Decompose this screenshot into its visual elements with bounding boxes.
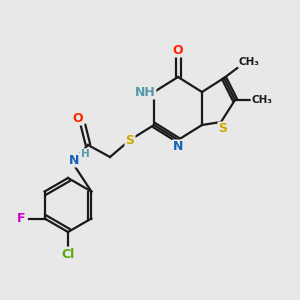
Text: CH₃: CH₃ bbox=[238, 57, 260, 67]
Text: NH: NH bbox=[135, 85, 155, 98]
Text: CH₃: CH₃ bbox=[251, 95, 272, 105]
Text: F: F bbox=[17, 212, 26, 225]
Text: S: S bbox=[125, 134, 134, 146]
Text: N: N bbox=[173, 140, 183, 154]
Text: S: S bbox=[218, 122, 227, 136]
Text: H: H bbox=[81, 149, 89, 159]
Text: O: O bbox=[173, 44, 183, 56]
Text: O: O bbox=[73, 112, 83, 124]
Text: N: N bbox=[69, 154, 79, 166]
Text: Cl: Cl bbox=[61, 248, 75, 260]
